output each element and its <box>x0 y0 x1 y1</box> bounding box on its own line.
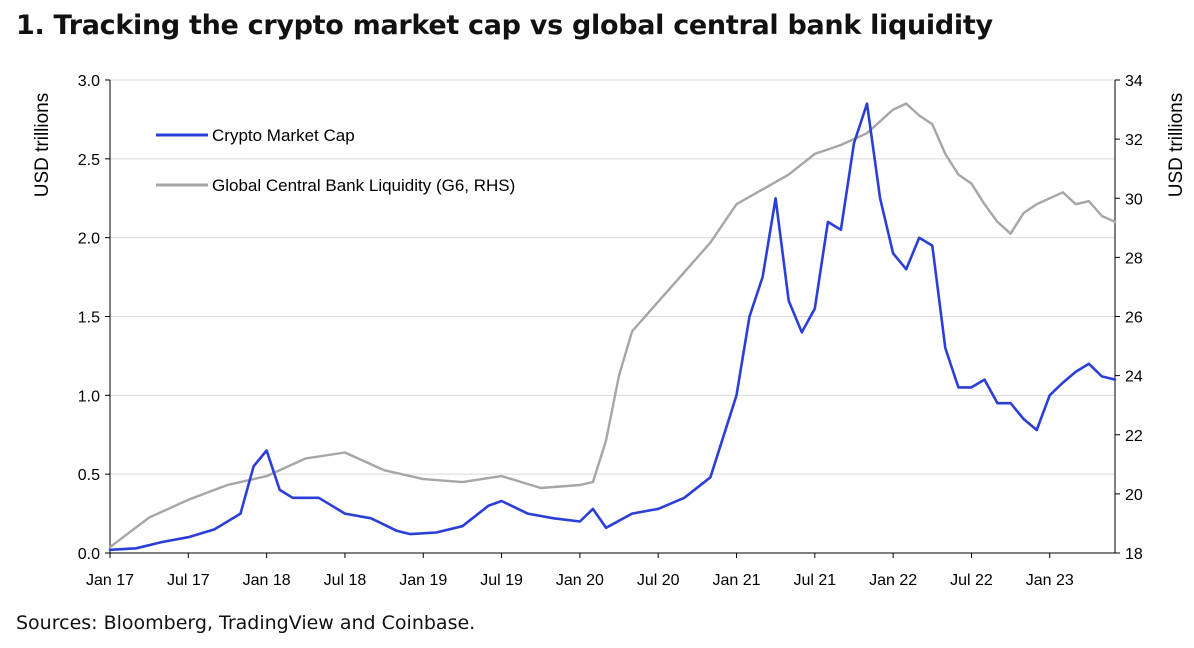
right-tick-label: 18 <box>1125 546 1143 563</box>
x-tick-label: Jan 20 <box>556 572 604 589</box>
line-chart: 0.0 0.5 1.0 1.5 2.0 2.5 3.0 18 20 22 24 26 28 30 32 34… <box>32 73 1187 589</box>
x-tick-label: Jan 23 <box>1026 572 1074 589</box>
x-tick-label: Jul 19 <box>480 572 523 589</box>
series-line-crypto-market-cap <box>108 102 1117 552</box>
left-tick-label: 1.0 <box>78 388 100 405</box>
left-axis-ticks: 0.0 0.5 1.0 1.5 2.0 2.5 3.0 <box>78 73 110 563</box>
right-axis-title: USD trillions <box>1166 93 1187 198</box>
left-axis-title: USD trillions <box>32 93 53 198</box>
right-axis-ticks: 18 20 22 24 26 28 30 32 34 <box>1115 73 1143 563</box>
x-tick-label: Jan 17 <box>86 572 134 589</box>
left-tick-label: 0.0 <box>78 546 100 563</box>
legend: Crypto Market Cap Global Central Bank Li… <box>156 126 515 195</box>
legend-label-liquidity: Global Central Bank Liquidity (G6, RHS) <box>212 176 515 195</box>
right-tick-label: 34 <box>1125 73 1143 90</box>
source-note: Sources: Bloomberg, TradingView and Coin… <box>16 612 476 634</box>
right-tick-label: 20 <box>1125 487 1143 504</box>
left-tick-label: 2.5 <box>78 152 100 169</box>
x-tick-label: Jul 20 <box>637 572 680 589</box>
right-tick-label: 26 <box>1125 310 1143 327</box>
series-lines <box>108 102 1117 552</box>
right-tick-label: 32 <box>1125 132 1143 149</box>
x-tick-label: Jan 21 <box>712 572 760 589</box>
left-tick-label: 1.5 <box>78 310 100 327</box>
chart-title: 1. Tracking the crypto market cap vs glo… <box>16 10 993 41</box>
x-tick-label: Jul 18 <box>324 572 367 589</box>
legend-label-crypto: Crypto Market Cap <box>212 126 355 145</box>
right-tick-label: 28 <box>1125 250 1143 267</box>
x-tick-label: Jul 22 <box>950 572 993 589</box>
left-tick-label: 0.5 <box>78 467 100 484</box>
x-tick-label: Jul 21 <box>793 572 836 589</box>
left-tick-label: 3.0 <box>78 73 100 90</box>
x-tick-label: Jan 19 <box>399 572 447 589</box>
x-tick-label: Jul 17 <box>167 572 210 589</box>
right-tick-label: 24 <box>1125 369 1143 386</box>
left-tick-label: 2.0 <box>78 231 100 248</box>
series-line-central-bank-liquidity <box>108 102 1117 549</box>
x-tick-label: Jan 18 <box>243 572 291 589</box>
right-tick-label: 22 <box>1125 428 1143 445</box>
x-tick-label: Jan 22 <box>869 572 917 589</box>
x-axis-ticks: Jan 17 Jul 17 Jan 18 Jul 18 Jan 19 Jul 19 Jan … <box>86 553 1074 589</box>
right-tick-label: 30 <box>1125 191 1143 208</box>
gridlines <box>110 79 1115 475</box>
